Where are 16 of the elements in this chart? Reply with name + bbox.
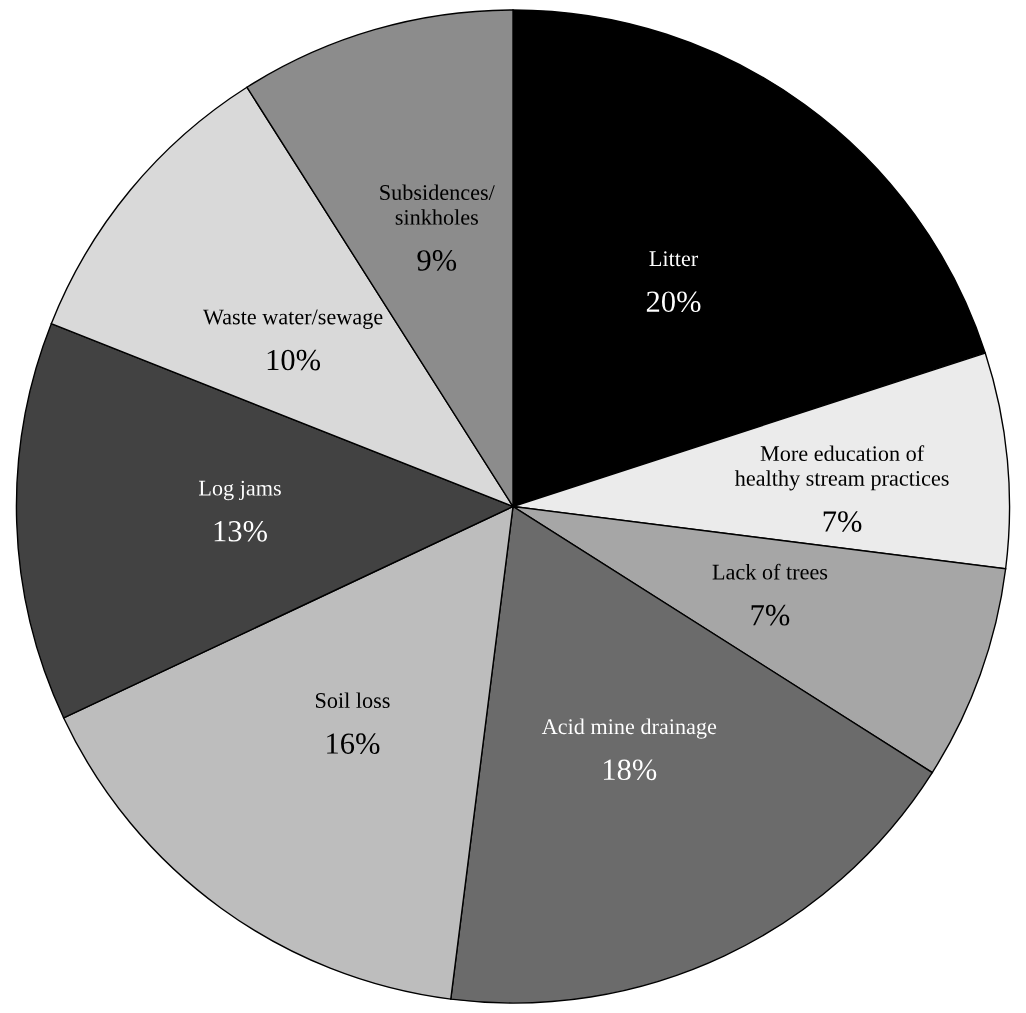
data-label: 7%: [751, 604, 790, 626]
slice-label: Lack of trees: [712, 563, 828, 580]
data-label: 20%: [646, 291, 701, 313]
slice-label: Subsidences/ sinkholes: [380, 184, 495, 225]
slice-label: More education of healthy stream practices: [734, 445, 949, 491]
data-label: 18%: [603, 759, 657, 781]
slice-label: Waste water/sewage: [202, 309, 383, 329]
slice-label: Acid mine drainage: [541, 718, 717, 739]
data-label: 9%: [417, 250, 457, 271]
data-label: 7%: [823, 511, 862, 532]
slice-label: Log jams: [199, 480, 281, 501]
data-label: 16%: [327, 733, 380, 755]
slice-label: Litter: [649, 251, 699, 267]
slice-label: Soil loss: [315, 692, 390, 709]
data-label: 13%: [214, 520, 267, 542]
data-label: 10%: [267, 349, 321, 371]
